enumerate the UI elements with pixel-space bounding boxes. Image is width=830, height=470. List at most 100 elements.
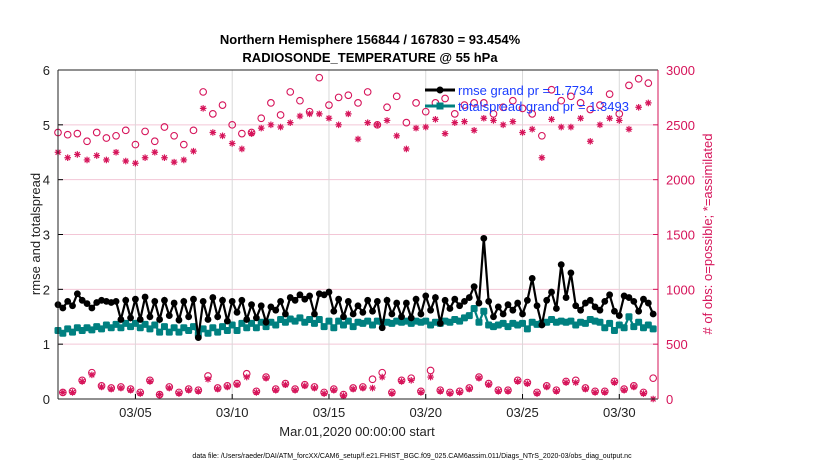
assimilated-obs-point [519, 129, 526, 136]
y-tick-label-right: 1500 [666, 228, 695, 243]
rmse-point [170, 299, 178, 307]
assimilated-obs-point [441, 130, 449, 137]
rmse-point [494, 303, 502, 311]
possible-obs-point [576, 99, 585, 107]
possible-obs-point [412, 99, 420, 107]
rmse-point [257, 302, 265, 310]
legend-spread-marker [436, 102, 444, 110]
possible-obs-point [267, 99, 275, 107]
possible-obs-point [596, 101, 604, 109]
rmse-point [499, 310, 507, 318]
rmse-point [282, 310, 289, 318]
possible-obs-point [392, 92, 401, 101]
x-tick-label: 03/30 [603, 405, 636, 420]
assimilated-obs-point [253, 389, 260, 396]
rmse-point [552, 305, 560, 312]
rmse-point [509, 306, 517, 314]
possible-obs-point [538, 131, 546, 140]
rmse-point [267, 303, 275, 311]
rmse-point [122, 296, 130, 304]
assimilated-obs-point [446, 390, 454, 397]
possible-obs-point [121, 126, 130, 135]
grid [58, 70, 658, 399]
rmse-point [427, 306, 434, 314]
assimilated-obs-point [204, 375, 212, 383]
rmse-point [209, 294, 217, 301]
assimilated-obs-point [74, 151, 81, 158]
rmse-point [272, 306, 280, 314]
assimilated-obs-point [611, 379, 618, 386]
rmse-point [504, 301, 512, 309]
totalspread-point [330, 324, 338, 332]
assimilated-obs-point [606, 114, 613, 122]
totalspread-point [189, 323, 197, 331]
assimilated-obs-point [422, 123, 430, 131]
assimilated-obs-point [601, 389, 609, 396]
possible-obs-point [199, 88, 208, 96]
possible-obs-point [567, 92, 575, 101]
rmse-point [238, 296, 246, 304]
rmse-point [543, 296, 551, 304]
totalspread-point [523, 325, 531, 333]
assimilated-obs-point [257, 124, 265, 132]
assimilated-obs-point [475, 374, 483, 382]
totalspread-point [325, 317, 333, 325]
possible-obs-point [257, 114, 266, 123]
possible-obs-point [334, 93, 343, 102]
rmse-point [514, 299, 522, 307]
rmse-point [78, 296, 86, 304]
rmse-point [446, 305, 454, 312]
totalspread-point [465, 312, 473, 320]
rmse-point [296, 291, 304, 299]
assimilated-obs-point [388, 390, 396, 397]
assimilated-obs-point [417, 389, 425, 396]
rmse-point [533, 302, 541, 310]
rmse-point [615, 312, 623, 320]
rmse-point [451, 295, 459, 303]
possible-obs-point [286, 88, 295, 96]
assimilated-obs-point [364, 119, 371, 126]
possible-obs-point [170, 131, 178, 140]
rmse-point [344, 297, 352, 305]
possible-obs-point [470, 99, 478, 107]
assimilated-obs-point [451, 119, 459, 126]
assimilated-obs-point [165, 384, 173, 392]
assimilated-obs-point [224, 383, 231, 391]
rmse-point [461, 297, 468, 305]
assimilated-obs-point [190, 147, 197, 155]
rmse-point [649, 310, 657, 318]
rmse-point [185, 313, 193, 321]
assimilated-obs-point [557, 123, 565, 131]
rmse-point [412, 295, 420, 303]
assimilated-obs-point [156, 391, 163, 398]
possible-obs-point [344, 91, 353, 100]
assimilated-obs-point [485, 381, 492, 389]
totalspread-point [156, 328, 164, 336]
assimilated-obs-point [88, 371, 96, 379]
x-tick-label: 03/05 [119, 405, 152, 420]
y-axis-label-left: rmse and totalspread [28, 173, 43, 295]
y-tick-label-right: 500 [666, 337, 688, 352]
y-tick-label-right: 2000 [666, 173, 695, 188]
totalspread-point [160, 323, 168, 331]
rmse-point [490, 313, 497, 321]
rmse-point [335, 295, 343, 303]
assimilated-obs-point [572, 379, 580, 386]
possible-obs-point [218, 101, 227, 109]
possible-obs-point [363, 88, 372, 96]
rmse-point [69, 302, 76, 310]
rmse-point [601, 297, 609, 305]
rmse-point [132, 295, 139, 303]
possible-obs-point [460, 101, 469, 109]
possible-obs-point [625, 81, 633, 90]
rmse-point [407, 314, 415, 322]
rmse-point [538, 321, 546, 329]
axes: 0 1 2 3 4 5 6 0 500 1000 1500 2000 2500 3000 03/05 03/1… [43, 63, 695, 420]
assimilated-obs-point [282, 381, 289, 389]
rmse-point [611, 307, 618, 315]
rmse-point [572, 302, 580, 310]
rmse-point [340, 313, 347, 321]
possible-obs-point [368, 375, 377, 384]
assimilated-obs-point [233, 381, 241, 389]
rmse-point [156, 316, 164, 323]
